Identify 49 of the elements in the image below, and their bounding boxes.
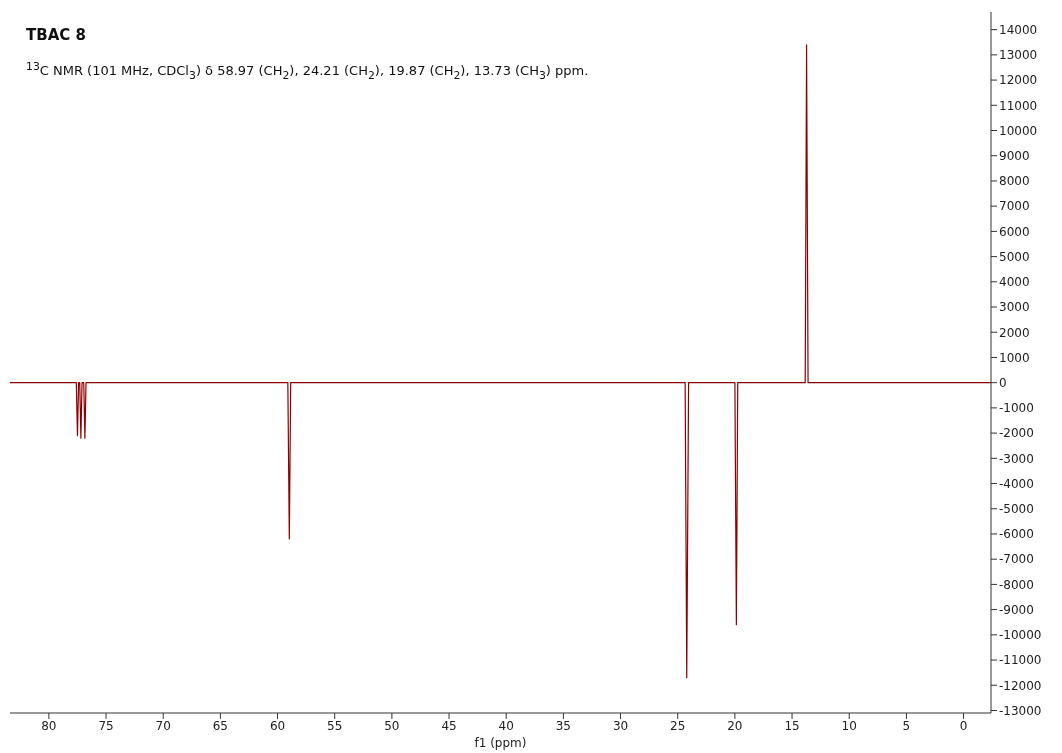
y-tick-label: 3000 xyxy=(999,300,1030,315)
x-tick-label: 40 xyxy=(498,718,514,733)
x-tick-label: 15 xyxy=(784,718,800,733)
y-tick-label: -9000 xyxy=(999,602,1034,617)
y-tick-label: -13000 xyxy=(999,703,1042,718)
y-tick-label: 14000 xyxy=(999,22,1038,37)
y-tick-label: -2000 xyxy=(999,426,1034,441)
y-tick-label: -10000 xyxy=(999,628,1042,643)
text: $^{13}$C NMR (101 MHz, CDCl$_{3}$) δ 58.97 (CH$_{2}$), 24.21 (CH$_{2}$), 19.87 (CH$_{2}$), 13.73 (CH$_{3}$) ppm. xyxy=(26,60,589,82)
y-tick-label: 5000 xyxy=(999,249,1030,264)
x-tick-label: 5 xyxy=(902,718,911,733)
y-tick-label: -5000 xyxy=(999,502,1034,517)
y-tick-label: -8000 xyxy=(999,577,1034,592)
y-tick-label: -4000 xyxy=(999,476,1034,491)
x-tick-label: 70 xyxy=(155,718,171,733)
y-tick-label: -11000 xyxy=(999,653,1042,668)
x-tick-label: 10 xyxy=(841,718,857,733)
line-series xyxy=(10,44,991,679)
y-tick-label: 8000 xyxy=(999,174,1030,189)
x-tick-label: 25 xyxy=(670,718,686,733)
y-tick-label: -7000 xyxy=(999,552,1034,567)
x-tick-label: 20 xyxy=(727,718,743,733)
text: TBAC 8 xyxy=(26,26,86,44)
y-tick-label: -12000 xyxy=(999,678,1042,693)
x-tick-label: 60 xyxy=(269,718,286,733)
x-tick-label: 80 xyxy=(41,718,57,733)
x-tick-label: 55 xyxy=(327,718,343,733)
y-tick-label: 2000 xyxy=(999,325,1030,340)
x-tick-label: 75 xyxy=(98,718,114,733)
y-tick-label: 1000 xyxy=(999,350,1030,365)
x-tick-label: 35 xyxy=(555,718,572,733)
x-axis-title: f1 (ppm) xyxy=(474,736,527,750)
y-tick-label: 10000 xyxy=(999,123,1038,138)
x-tick-label: 65 xyxy=(212,718,229,733)
y-tick-label: 9000 xyxy=(999,148,1030,163)
y-tick-label: -3000 xyxy=(999,451,1034,466)
x-tick-label: 30 xyxy=(612,718,629,733)
y-tick-label: 13000 xyxy=(999,48,1038,63)
x-tick-label: 0 xyxy=(959,718,968,733)
y-tick-label: 12000 xyxy=(999,73,1038,88)
y-tick-label: 0 xyxy=(999,375,1007,390)
x-tick-label: 50 xyxy=(384,718,400,733)
y-tick-label: 7000 xyxy=(999,199,1030,214)
y-tick-label: 11000 xyxy=(999,98,1038,113)
y-tick-label: 6000 xyxy=(999,224,1030,239)
x-tick-label: 45 xyxy=(441,718,457,733)
y-tick-label: -6000 xyxy=(999,527,1034,542)
y-tick-label: -1000 xyxy=(999,401,1034,416)
y-tick-label: 4000 xyxy=(999,275,1030,290)
